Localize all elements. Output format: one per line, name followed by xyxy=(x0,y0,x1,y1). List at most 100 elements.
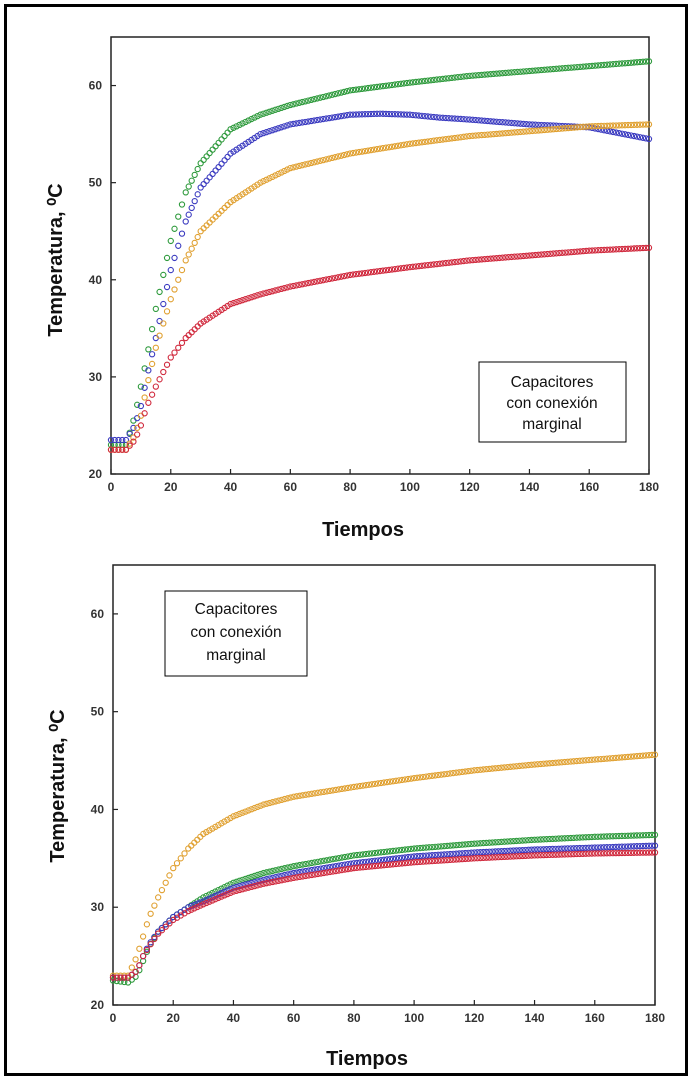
data-point-blue xyxy=(594,844,601,851)
data-point-blue xyxy=(493,118,500,125)
data-point-orange xyxy=(263,176,270,183)
x-tick-label-bottom: 40 xyxy=(227,1011,241,1025)
data-point-red xyxy=(320,869,327,877)
data-point-orange xyxy=(540,760,547,767)
data-point-red xyxy=(251,882,258,890)
data-point-green xyxy=(185,183,192,190)
data-point-red xyxy=(529,252,536,259)
data-point-orange xyxy=(403,141,411,148)
data-point-red xyxy=(151,935,158,943)
data-point-blue xyxy=(549,845,556,853)
data-point-green xyxy=(377,849,385,856)
data-point-orange xyxy=(648,751,656,759)
data-point-orange xyxy=(603,755,610,762)
data-point-blue xyxy=(335,113,342,120)
data-point-blue xyxy=(477,849,484,856)
data-point-orange xyxy=(547,126,554,133)
data-point-red xyxy=(543,851,550,859)
data-point-green xyxy=(385,82,393,89)
data-point-orange xyxy=(302,161,309,168)
data-point-red xyxy=(242,885,249,892)
data-point-red xyxy=(302,872,309,880)
data-point-orange xyxy=(299,162,306,169)
data-point-red xyxy=(553,250,560,257)
data-point-orange xyxy=(444,770,451,777)
data-point-green xyxy=(603,833,610,840)
data-point-green xyxy=(432,843,439,850)
data-point-red xyxy=(311,871,318,878)
data-point-red xyxy=(577,248,584,255)
data-point-red xyxy=(332,274,339,281)
data-point-orange xyxy=(359,782,367,789)
data-point-green xyxy=(546,835,553,843)
data-point-red xyxy=(335,274,342,281)
data-point-blue xyxy=(343,112,351,119)
data-point-orange xyxy=(510,763,517,770)
data-point-red xyxy=(445,259,452,266)
data-point-blue xyxy=(468,849,475,856)
data-point-orange xyxy=(495,764,502,772)
data-point-blue xyxy=(429,852,436,859)
data-point-orange xyxy=(163,308,171,315)
data-point-red xyxy=(141,410,148,417)
data-point-blue xyxy=(453,850,460,857)
data-point-blue xyxy=(275,125,282,132)
data-point-orange xyxy=(457,134,464,141)
data-point-blue xyxy=(166,917,173,924)
data-point-orange xyxy=(484,131,491,138)
data-point-orange xyxy=(335,786,342,793)
data-point-green xyxy=(188,177,195,184)
data-point-blue xyxy=(547,122,554,129)
data-point-red xyxy=(412,263,420,270)
data-point-red xyxy=(353,864,361,871)
data-point-green xyxy=(579,834,586,841)
data-point-blue xyxy=(609,843,616,851)
data-point-green xyxy=(598,62,605,69)
data-point-green xyxy=(481,71,488,78)
legend-line-1-top: Capacitores xyxy=(511,374,594,391)
data-point-red xyxy=(266,288,273,296)
data-point-red xyxy=(492,854,499,861)
data-point-blue xyxy=(513,847,520,854)
data-point-green xyxy=(143,948,151,955)
data-point-orange xyxy=(308,790,315,797)
series-red-bottom xyxy=(109,849,659,981)
data-point-blue xyxy=(158,924,166,932)
data-point-orange xyxy=(463,133,470,140)
data-point-green xyxy=(350,852,358,859)
data-point-green xyxy=(317,94,324,101)
data-point-orange xyxy=(128,964,135,971)
data-point-green xyxy=(412,78,420,86)
data-point-blue xyxy=(155,928,162,935)
data-point-red xyxy=(194,903,201,911)
data-point-green xyxy=(317,858,324,865)
y-tick-label-top: 20 xyxy=(89,467,103,481)
data-point-red xyxy=(493,255,500,262)
data-point-blue xyxy=(618,843,626,850)
data-point-green xyxy=(254,113,261,120)
data-point-green xyxy=(538,66,545,74)
data-point-green xyxy=(305,860,312,867)
data-point-orange xyxy=(579,757,586,764)
data-point-green xyxy=(463,73,470,80)
data-point-blue xyxy=(257,130,264,138)
data-point-orange xyxy=(496,130,503,137)
data-point-red xyxy=(349,271,357,278)
data-point-green xyxy=(559,65,566,72)
data-point-green xyxy=(392,847,400,854)
legend-line-2-top: con conexión xyxy=(506,395,597,412)
data-point-orange xyxy=(544,126,551,133)
data-point-red xyxy=(430,261,437,268)
data-point-blue xyxy=(424,113,431,120)
data-point-green xyxy=(555,835,562,842)
data-point-red xyxy=(618,849,626,857)
data-point-red xyxy=(355,270,363,277)
data-point-green xyxy=(230,124,237,131)
data-point-blue xyxy=(526,121,533,128)
data-point-orange xyxy=(344,784,352,792)
data-point-orange xyxy=(355,148,363,156)
x-tick-label-top: 20 xyxy=(164,480,178,494)
data-point-green xyxy=(395,847,403,854)
data-point-blue xyxy=(519,846,526,854)
data-point-red xyxy=(136,962,143,969)
